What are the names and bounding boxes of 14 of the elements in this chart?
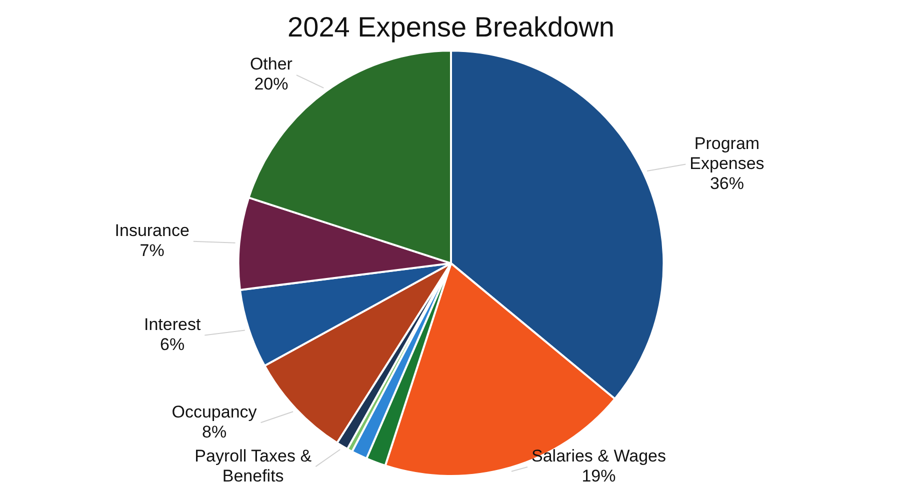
data-label: 8% <box>202 422 227 442</box>
data-label: 36% <box>710 174 744 193</box>
slice-label: Salaries & Wages <box>532 446 666 466</box>
slice-label: Insurance <box>114 221 190 240</box>
data-label: 6% <box>160 334 185 354</box>
chart-title: 2024 Expense Breakdown <box>288 12 614 43</box>
slice-label: Other <box>250 54 293 74</box>
data-label: 20% <box>254 74 288 94</box>
slice-label: Occupancy <box>172 402 258 422</box>
slice-label: Payroll Taxes & Benefits <box>194 446 312 486</box>
slice-label: Program Expenses <box>690 134 764 173</box>
slice-label: Interest <box>144 314 201 334</box>
data-label: 7% <box>140 241 164 260</box>
data-label: 19% <box>582 466 616 486</box>
